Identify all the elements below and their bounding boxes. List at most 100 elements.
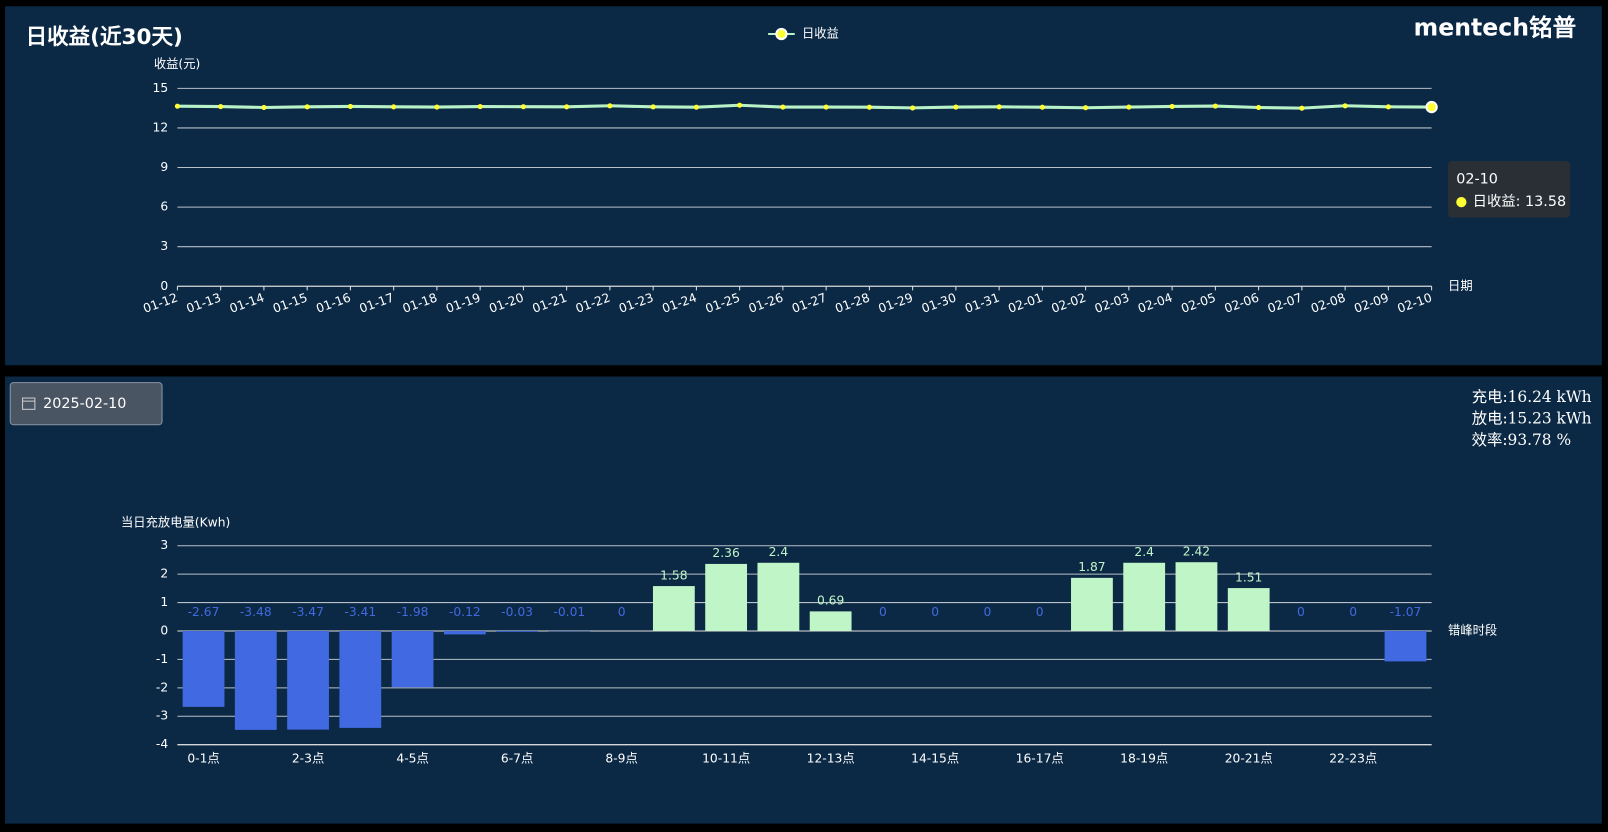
y-tick-label: -1 bbox=[156, 652, 168, 666]
bar bbox=[1123, 562, 1166, 631]
bar bbox=[287, 630, 329, 730]
x-tick-label: 22-23点 bbox=[1329, 752, 1377, 766]
x-tick-label: 16-17点 bbox=[1016, 752, 1064, 766]
legend-marker bbox=[775, 27, 788, 41]
y-tick-label: -4 bbox=[156, 737, 168, 751]
data-label: -3.48 bbox=[240, 605, 272, 619]
y-tick-label: -3 bbox=[156, 709, 168, 723]
line-point bbox=[1342, 103, 1348, 109]
line-series bbox=[177, 103, 1432, 110]
data-label: 2.42 bbox=[1183, 544, 1210, 558]
data-label: 1.87 bbox=[1078, 560, 1105, 574]
data-label: 2.36 bbox=[712, 546, 740, 560]
data-label: -0.03 bbox=[501, 605, 533, 619]
x-axis-label: 错峰时段 bbox=[1448, 622, 1497, 637]
bar bbox=[339, 630, 382, 728]
tooltip-title: 02-10 bbox=[1456, 172, 1498, 188]
x-tick-label: 10-11点 bbox=[702, 752, 750, 766]
data-label: 1.51 bbox=[1235, 570, 1262, 584]
line-point bbox=[564, 104, 570, 110]
line-point bbox=[434, 104, 440, 110]
bar bbox=[391, 630, 434, 688]
line-point bbox=[1256, 104, 1262, 111]
x-tick-label: 18-19点 bbox=[1120, 752, 1168, 766]
data-label: 0 bbox=[984, 605, 992, 619]
data-label: 0 bbox=[1349, 605, 1357, 619]
x-tick-label: 8-9点 bbox=[605, 752, 637, 766]
y-tick-label: 0 bbox=[160, 623, 168, 637]
legend-label: 日收益 bbox=[802, 26, 839, 40]
x-tick-label: 6-7点 bbox=[501, 752, 533, 766]
bar bbox=[705, 563, 748, 631]
y-tick-label: 0 bbox=[160, 279, 168, 293]
x-tick-label: 0-1点 bbox=[187, 752, 219, 766]
y-tick-label: 2 bbox=[160, 567, 168, 581]
line-point bbox=[650, 104, 656, 110]
data-label: -0.01 bbox=[553, 605, 585, 619]
line-point bbox=[693, 104, 699, 110]
date-picker[interactable]: 2025-02-10 bbox=[9, 382, 163, 426]
data-label: 0 bbox=[879, 605, 887, 619]
data-label: 0 bbox=[618, 605, 626, 619]
data-label: 1.58 bbox=[660, 568, 687, 582]
y-tick-label: 12 bbox=[153, 120, 169, 134]
line-point bbox=[347, 103, 353, 109]
x-tick-label: 14-15点 bbox=[911, 752, 959, 766]
bar bbox=[1227, 588, 1270, 631]
line-point bbox=[780, 104, 786, 110]
x-tick-label: 4-5点 bbox=[396, 752, 428, 766]
line-point bbox=[520, 104, 526, 110]
y-tick-label: -2 bbox=[156, 680, 168, 694]
bar bbox=[757, 562, 800, 631]
bottom-panel bbox=[5, 376, 1602, 824]
data-label: 0 bbox=[1036, 605, 1044, 619]
x-axis-label: 日期 bbox=[1448, 279, 1473, 293]
line-point bbox=[1126, 104, 1132, 110]
logo: mentech铭普 bbox=[1414, 13, 1577, 41]
data-label: -3.41 bbox=[344, 605, 376, 619]
line-point bbox=[261, 104, 267, 111]
data-label: -0.12 bbox=[449, 605, 481, 619]
line-point bbox=[1425, 100, 1438, 114]
line-point bbox=[910, 105, 916, 111]
line-point bbox=[953, 104, 959, 110]
panel-title: 日收益(近30天) bbox=[26, 24, 183, 50]
line-point bbox=[1039, 104, 1045, 110]
line-point bbox=[1169, 103, 1175, 109]
date-picker-text[interactable]: 2025-02-10 bbox=[43, 396, 126, 412]
bar bbox=[1384, 630, 1427, 662]
y-axis-label: 当日充放电量(Kwh) bbox=[121, 515, 230, 530]
line-point bbox=[607, 103, 613, 109]
line-point bbox=[304, 104, 310, 110]
data-label: -1.07 bbox=[1390, 605, 1422, 619]
line-point bbox=[996, 104, 1002, 110]
top-panel bbox=[5, 6, 1602, 366]
bar bbox=[809, 611, 852, 631]
bar bbox=[1071, 577, 1113, 631]
y-tick-label: 3 bbox=[160, 538, 168, 552]
date-picker-box[interactable] bbox=[9, 382, 163, 426]
bar bbox=[234, 630, 277, 730]
line-point bbox=[391, 104, 397, 110]
bar bbox=[443, 630, 486, 635]
data-label: -3.47 bbox=[292, 605, 324, 619]
line-point bbox=[737, 102, 743, 108]
y-tick-label: 1 bbox=[160, 595, 168, 609]
x-tick-label: 12-13点 bbox=[807, 752, 855, 766]
stat: 放电:15.23 kWh bbox=[1472, 410, 1592, 428]
line-point bbox=[866, 104, 872, 110]
tooltip: 02-10 日收益: 13.58 bbox=[1448, 161, 1571, 218]
data-label: 0 bbox=[1297, 605, 1305, 619]
tooltip-box bbox=[1448, 161, 1571, 218]
data-label: 0 bbox=[931, 605, 939, 619]
data-label: 2.4 bbox=[769, 545, 789, 559]
bar bbox=[496, 630, 538, 632]
line-point bbox=[1083, 105, 1089, 111]
line-point bbox=[823, 104, 829, 110]
bar bbox=[1175, 562, 1218, 631]
bar bbox=[182, 630, 225, 707]
x-tick-label: 20-21点 bbox=[1225, 752, 1273, 766]
data-label: -1.98 bbox=[397, 605, 429, 619]
line-point bbox=[1299, 105, 1305, 111]
